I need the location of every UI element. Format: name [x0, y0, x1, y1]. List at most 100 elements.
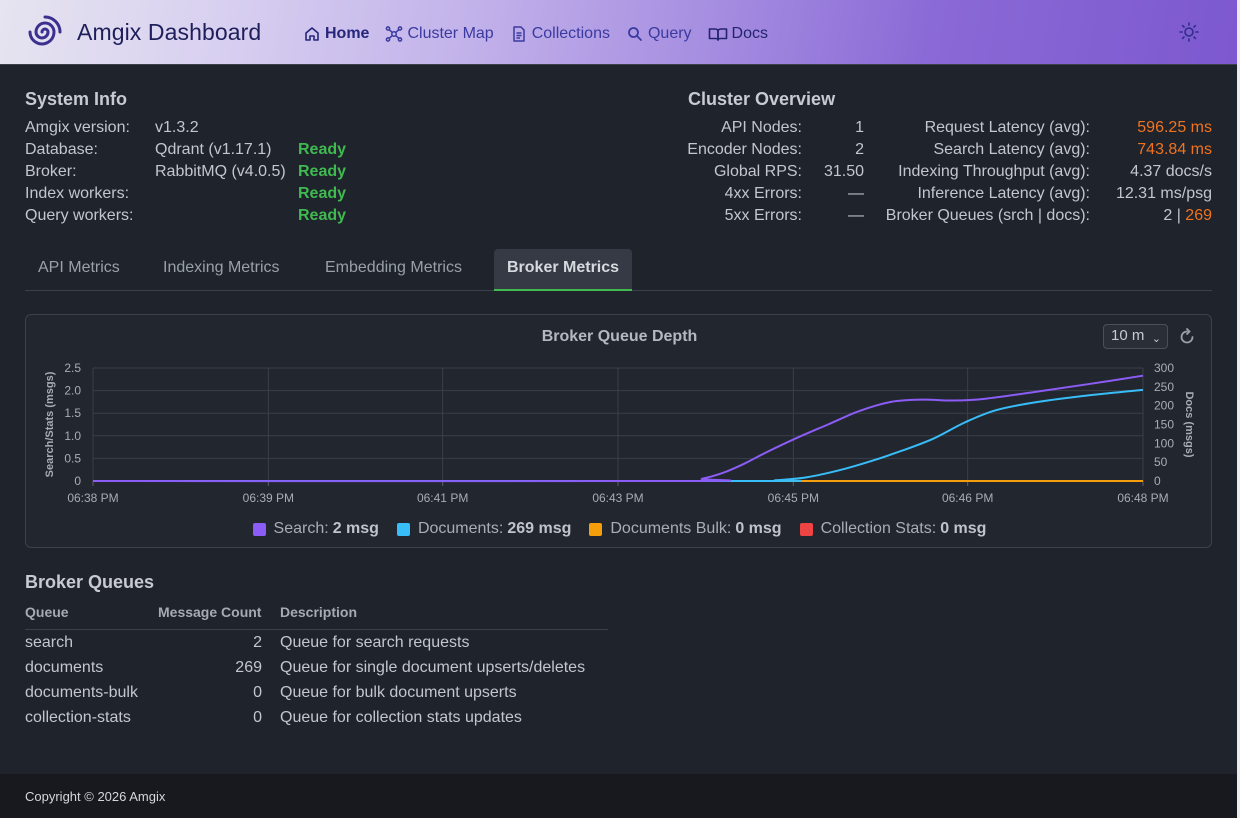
- cluster-stat-value: —: [848, 207, 864, 224]
- top-header: Amgix Dashboard Home Cluster Map Collect…: [0, 0, 1237, 65]
- nav-cluster-map[interactable]: Cluster Map: [385, 24, 494, 44]
- tab-broker-metrics[interactable]: Broker Metrics: [494, 249, 633, 291]
- y-tick-label: 0.5: [64, 451, 81, 465]
- y-tick-label: 1.5: [64, 406, 81, 420]
- th-description: Description: [280, 604, 358, 620]
- y2-tick-label: 300: [1154, 361, 1174, 375]
- queue-count: 0: [253, 709, 262, 726]
- broker-queues-sep: |: [1172, 207, 1186, 224]
- system-info-value: RabbitMQ (v4.0.5): [155, 163, 286, 180]
- legend-item-collection-stats[interactable]: Collection Stats:0 msg: [799, 520, 987, 538]
- queue-count: 0: [253, 684, 262, 701]
- y2-tick-label: 0: [1154, 474, 1161, 488]
- legend-series-last: 0 msg: [735, 520, 782, 537]
- broker-queues-title: Broker Queues: [25, 572, 155, 592]
- broker-chart-panel: 0 0.5 1.0 1.5 2.0 2.5 0 50 100 150 200 250 300 06:38 …: [25, 314, 1212, 548]
- cluster-metric-label: Indexing Throughput (avg):: [898, 163, 1090, 180]
- legend-series-last: 269 msg: [507, 520, 572, 537]
- y-tick-label: 2.0: [64, 384, 81, 398]
- sun-icon[interactable]: [1178, 21, 1200, 43]
- system-info-label: Broker:: [25, 163, 77, 180]
- status-ready: Ready: [298, 185, 347, 202]
- queue-description: Queue for bulk document upserts: [280, 684, 517, 701]
- nav-collections-label: Collections: [531, 25, 610, 42]
- queue-count: 2: [253, 634, 262, 651]
- cluster-stat-value: 2: [855, 141, 864, 158]
- tab-api-metrics[interactable]: API Metrics: [38, 259, 120, 276]
- nav-query[interactable]: Query: [626, 24, 692, 44]
- home-icon: [305, 27, 319, 41]
- y2-tick-label: 150: [1154, 418, 1174, 432]
- legend-swatch: [252, 522, 266, 536]
- amgix-logo-icon[interactable]: [26, 13, 64, 51]
- cluster-map-icon: [386, 26, 403, 42]
- cluster-stat-value: 31.50: [823, 163, 864, 180]
- refresh-icon[interactable]: [1177, 327, 1197, 347]
- queue-description: Queue for search requests: [280, 634, 470, 651]
- cluster-metric-value: 743.84 ms: [1137, 141, 1212, 158]
- legend-item-documents[interactable]: Documents:269 msg: [396, 520, 572, 538]
- main-nav: Home Cluster Map Collections Query Docs: [303, 24, 784, 44]
- y2-tick-label: 250: [1154, 380, 1174, 394]
- page-scrollbar[interactable]: [1237, 0, 1240, 818]
- legend-swatch: [799, 522, 813, 536]
- legend-item-search[interactable]: Search:2 msg: [252, 520, 379, 538]
- cluster-metric-value: 4.37 docs/s: [1130, 163, 1212, 180]
- nav-home[interactable]: Home: [303, 24, 369, 44]
- brand-title[interactable]: Amgix Dashboard: [77, 19, 262, 45]
- cluster-stat-value: —: [848, 185, 864, 202]
- cluster-stat-label: 5xx Errors:: [724, 207, 802, 224]
- cluster-stat-label: Encoder Nodes:: [687, 141, 802, 158]
- nav-cluster-map-label: Cluster Map: [407, 25, 494, 42]
- chevron-down-icon: ⌄: [1151, 333, 1161, 345]
- broker-queues-value: 2 | 269: [1100, 207, 1212, 225]
- system-info-value: Qdrant (v1.17.1): [155, 141, 272, 158]
- queue-name: documents-bulk: [25, 684, 138, 701]
- status-ready: Ready: [298, 141, 347, 158]
- chart-legend: Search:2 msg Documents:269 msg Documents B…: [26, 520, 1213, 541]
- legend-series-last: 2 msg: [332, 520, 379, 537]
- nav-query-label: Query: [647, 25, 692, 42]
- y2-tick-label: 200: [1154, 399, 1174, 413]
- cluster-stat-label: Global RPS:: [713, 163, 802, 180]
- cluster-metric-label: Inference Latency (avg):: [917, 185, 1090, 202]
- legend-swatch: [589, 522, 603, 536]
- tab-indexing-metrics[interactable]: Indexing Metrics: [163, 259, 280, 276]
- time-range-select[interactable]: 10 m ⌄: [1103, 324, 1168, 349]
- cluster-metric-value: 596.25 ms: [1137, 119, 1212, 136]
- document-icon: [512, 26, 525, 42]
- broker-queues-srch: 2: [1163, 207, 1173, 224]
- queue-description: Queue for single document upserts/delete…: [280, 659, 586, 676]
- system-info-label: Query workers:: [25, 207, 134, 224]
- queue-name: search: [25, 634, 74, 651]
- status-ready: Ready: [298, 163, 347, 180]
- y2-tick-label: 100: [1154, 436, 1174, 450]
- nav-collections[interactable]: Collections: [510, 24, 610, 44]
- legend-series-name: Collection Stats: [820, 520, 932, 537]
- table-header-divider: [25, 629, 608, 630]
- y2-tick-label: 50: [1154, 455, 1168, 469]
- th-queue: Queue: [25, 604, 69, 620]
- broker-queue-chart: 0 0.5 1.0 1.5 2.0 2.5 0 50 100 150 200 250 300 06:38 …: [44, 361, 1195, 505]
- nav-docs[interactable]: Docs: [708, 24, 768, 44]
- system-info-label: Index workers:: [25, 185, 130, 202]
- cluster-stat-value: 1: [855, 119, 864, 136]
- legend-item-documents-bulk[interactable]: Documents Bulk:0 msg: [589, 520, 782, 538]
- x-tick-label: 06:39 PM: [243, 491, 294, 505]
- footer-copyright: Copyright © 2026 Amgix: [25, 789, 166, 804]
- legend-series-last: 0 msg: [940, 520, 987, 537]
- broker-queues-docs: 269: [1185, 207, 1212, 224]
- legend-swatch: [396, 522, 410, 536]
- legend-series-name: Documents: [417, 520, 499, 537]
- cluster-metric-label: Request Latency (avg):: [924, 119, 1090, 136]
- x-tick-label: 06:38 PM: [67, 491, 118, 505]
- time-range-value: 10 m: [1111, 327, 1145, 344]
- legend-series-name: Documents Bulk: [610, 520, 727, 537]
- book-icon: [708, 28, 727, 41]
- x-tick-label: 06:46 PM: [942, 491, 993, 505]
- series-line-search: [92, 374, 1144, 483]
- cluster-metric-label: Search Latency (avg):: [933, 141, 1090, 158]
- tab-embedding-metrics[interactable]: Embedding Metrics: [325, 259, 462, 276]
- queue-name: collection-stats: [25, 709, 131, 726]
- cluster-stat-label: 4xx Errors:: [724, 185, 802, 202]
